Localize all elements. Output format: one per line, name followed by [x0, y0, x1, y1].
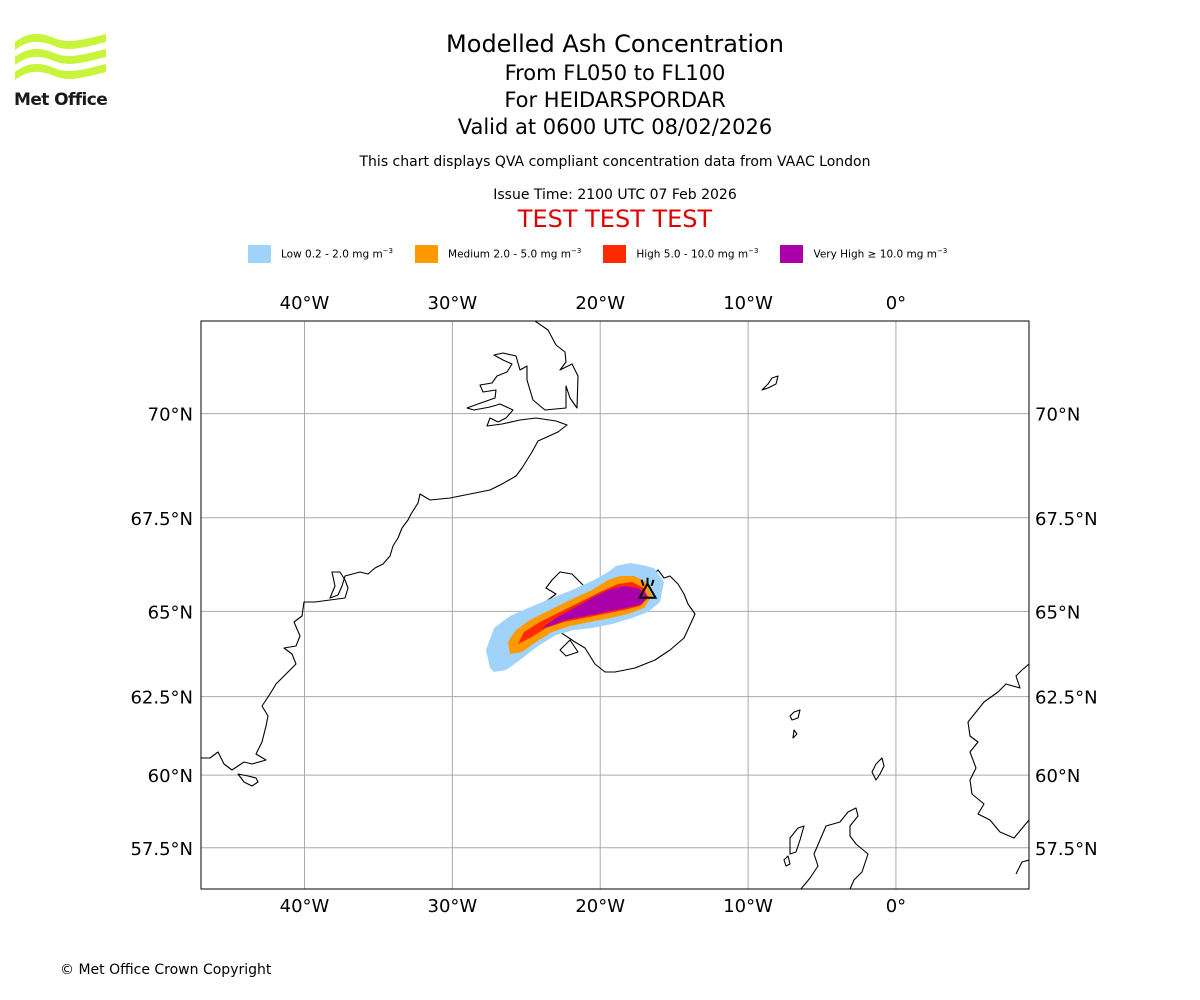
legend-swatch [248, 245, 271, 263]
legend-item: High 5.0 - 10.0 mg m−3 [603, 245, 758, 263]
greenland-coast-tail [237, 773, 259, 787]
legend-item: Very High ≥ 10.0 mg m−3 [780, 245, 947, 263]
legend-item: Medium 2.0 - 5.0 mg m−3 [415, 245, 581, 263]
lat-tick-label-right: 65°N [1035, 602, 1080, 623]
lon-tick-label-top: 20°W [575, 293, 625, 314]
legend-swatch [415, 245, 439, 263]
legend-label: High 5.0 - 10.0 mg m−3 [636, 247, 759, 261]
met-office-logo: Met Office [14, 30, 108, 112]
map-frame [200, 320, 1030, 890]
wave-logo-icon [15, 33, 106, 80]
legend-label: Very High ≥ 10.0 mg m−3 [813, 247, 948, 261]
norway-south-coastline [1015, 859, 1029, 875]
legend-label: Medium 2.0 - 5.0 mg m−3 [448, 247, 582, 261]
lon-tick-label-bottom: 0° [886, 896, 906, 917]
legend-unit-exponent: −3 [382, 247, 394, 256]
lon-tick-label-top: 10°W [723, 293, 773, 314]
scotland-coastline [800, 807, 869, 889]
lon-tick-label-top: 30°W [428, 293, 478, 314]
lat-tick-label-right: 62.5°N [1035, 688, 1098, 709]
lon-tick-label-bottom: 20°W [575, 896, 625, 917]
legend-swatch [780, 245, 804, 263]
jan-mayen-coastline [761, 375, 779, 391]
legend: Low 0.2 - 2.0 mg m−3 Medium 2.0 - 5.0 mg … [248, 244, 969, 264]
valid-time: Valid at 0600 UTC 08/02/2026 [457, 115, 773, 139]
lat-tick-label-right: 57.5°N [1035, 839, 1098, 860]
axis-tick-labels: 40°W 40°W 30°W 30°W 20°W 20°W 10°W 10°W 0° 0° 70°N… [130, 293, 1097, 917]
lat-tick-label-left: 57.5°N [130, 839, 193, 860]
legend-unit-exponent: −3 [748, 247, 759, 256]
lon-tick-label-bottom: 40°W [280, 896, 330, 917]
lat-tick-label-left: 70°N [148, 405, 193, 426]
lon-tick-label-bottom: 10°W [723, 896, 773, 917]
lon-tick-label-top: 0° [886, 293, 906, 314]
lat-tick-label-left: 65°N [148, 602, 193, 623]
lon-tick-label-bottom: 30°W [428, 896, 478, 917]
legend-unit-exponent: −3 [936, 247, 948, 256]
brand-name: Met Office [14, 90, 108, 110]
legend-swatch [603, 245, 627, 263]
legend-label: Low 0.2 - 2.0 mg m−3 [281, 247, 394, 261]
chart-description: This chart displays QVA compliant concen… [359, 154, 871, 170]
lon-tick-label-top: 40°W [280, 293, 330, 314]
chart-header: Modelled Ash Concentration From FL050 to… [290, 28, 940, 234]
norway-coastline [967, 663, 1029, 839]
gridlines [201, 321, 1029, 889]
ash-very-high-region [542, 586, 648, 628]
test-banner: TEST TEST TEST [517, 205, 713, 233]
hebrides-coastline [783, 825, 805, 867]
legend-item: Low 0.2 - 2.0 mg m−3 [248, 245, 393, 263]
lat-tick-label-left: 67.5°N [130, 509, 193, 530]
lat-tick-label-right: 70°N [1035, 405, 1080, 426]
lat-tick-label-right: 67.5°N [1035, 509, 1098, 530]
issue-time: Issue Time: 2100 UTC 07 Feb 2026 [493, 187, 737, 203]
faroe-islands-coastline [789, 709, 801, 739]
lat-tick-label-left: 60°N [148, 766, 193, 787]
shetland-coastline [871, 757, 885, 781]
legend-unit-exponent: −3 [571, 247, 582, 256]
flight-level-range: From FL050 to FL100 [504, 61, 726, 85]
lat-tick-label-left: 62.5°N [130, 688, 193, 709]
chart-title: Modelled Ash Concentration [446, 30, 784, 58]
greenland-coastline [201, 321, 579, 771]
lat-tick-label-right: 60°N [1035, 766, 1080, 787]
volcano-icon [637, 577, 658, 599]
copyright-notice: © Met Office Crown Copyright [60, 962, 272, 978]
volcano-name: For HEIDARSPORDAR [504, 88, 726, 112]
iceland-fjord [559, 639, 579, 657]
